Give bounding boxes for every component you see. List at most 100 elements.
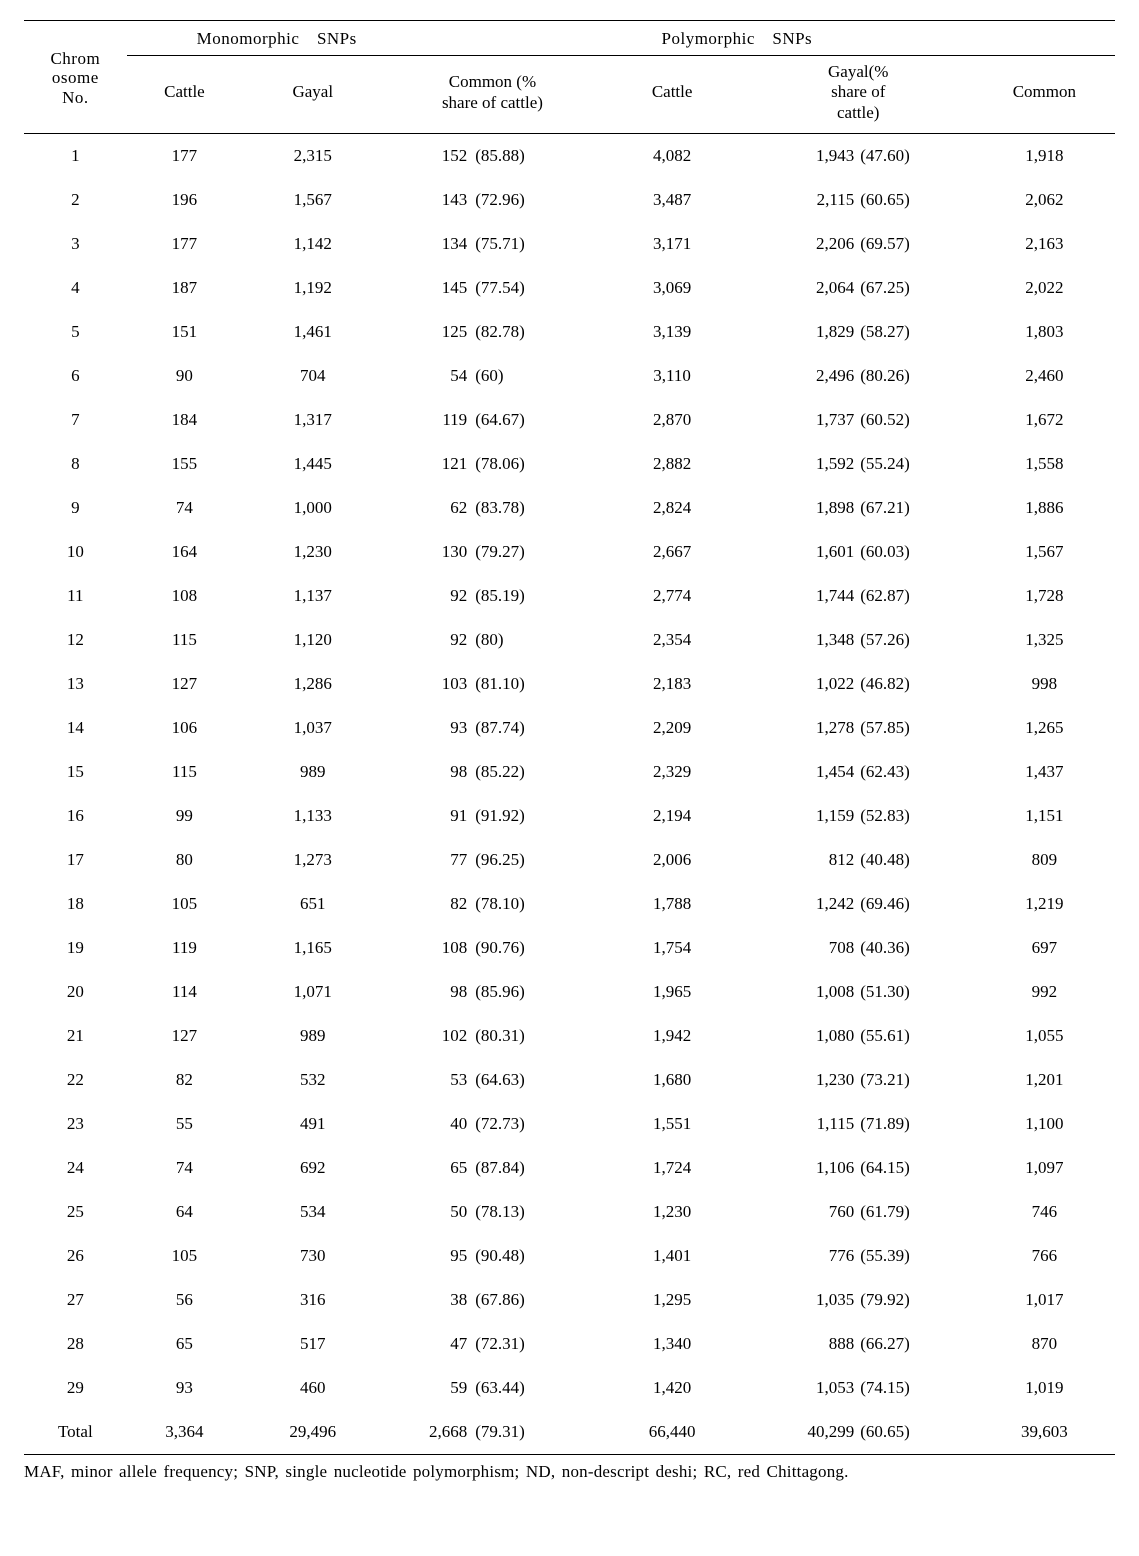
p-cattle: 2,194	[602, 794, 743, 838]
p-gayal-n: 40,299	[743, 1410, 859, 1455]
p-gayal-n: 1,159	[743, 794, 859, 838]
m-common-p: (78.10)	[473, 882, 601, 926]
m-common-n: 47	[383, 1322, 473, 1366]
p-cattle: 3,110	[602, 354, 743, 398]
p-gayal-n: 1,737	[743, 398, 859, 442]
chrom: 9	[24, 486, 127, 530]
p-common: 1,017	[974, 1278, 1115, 1322]
table-footnote: MAF, minor allele frequency; SNP, single…	[24, 1461, 1115, 1482]
m-cattle: 80	[127, 838, 243, 882]
m-common-n: 38	[383, 1278, 473, 1322]
chrom: 1	[24, 134, 127, 179]
p-common: 2,460	[974, 354, 1115, 398]
m-gayal: 1,461	[242, 310, 383, 354]
p-cattle: 2,006	[602, 838, 743, 882]
m-cattle: 64	[127, 1190, 243, 1234]
m-gayal: 1,071	[242, 970, 383, 1014]
p-gayal-p: (40.48)	[858, 838, 974, 882]
p-gayal-p: (73.21)	[858, 1058, 974, 1102]
p-cattle: 2,354	[602, 618, 743, 662]
chrom: 8	[24, 442, 127, 486]
p-gayal-n: 2,115	[743, 178, 859, 222]
p-gayal-n: 1,278	[743, 706, 859, 750]
table-row: 2610573095(90.48)1,401776(55.39)766	[24, 1234, 1115, 1278]
m-common-n: 40	[383, 1102, 473, 1146]
m-common-n: 92	[383, 574, 473, 618]
p-common: 2,163	[974, 222, 1115, 266]
snp-table: Chrom osome No. Monomorphic SNPs Polymor…	[24, 20, 1115, 1455]
table-row: 111081,13792(85.19)2,7741,744(62.87)1,72…	[24, 574, 1115, 618]
p-common: 1,097	[974, 1146, 1115, 1190]
chrom: 21	[24, 1014, 127, 1058]
m-cattle: 127	[127, 662, 243, 706]
header-mono-common: Common (% share of cattle)	[383, 56, 601, 134]
m-common-n: 65	[383, 1146, 473, 1190]
p-common: 1,672	[974, 398, 1115, 442]
m-gayal: 692	[242, 1146, 383, 1190]
m-gayal: 1,317	[242, 398, 383, 442]
p-gayal-n: 1,230	[743, 1058, 859, 1102]
p-common: 1,055	[974, 1014, 1115, 1058]
p-cattle: 2,824	[602, 486, 743, 530]
m-common-p: (85.22)	[473, 750, 601, 794]
table-row: 69070454(60)3,1102,496(80.26)2,460	[24, 354, 1115, 398]
p-common: 1,803	[974, 310, 1115, 354]
m-common-n: 121	[383, 442, 473, 486]
m-common-p: (72.73)	[473, 1102, 601, 1146]
m-common-p: (82.78)	[473, 310, 601, 354]
m-gayal: 1,142	[242, 222, 383, 266]
p-gayal-p: (60.52)	[858, 398, 974, 442]
m-common-n: 134	[383, 222, 473, 266]
m-gayal: 1,133	[242, 794, 383, 838]
p-common: 1,151	[974, 794, 1115, 838]
m-gayal: 2,315	[242, 134, 383, 179]
p-common: 1,325	[974, 618, 1115, 662]
p-gayal-n: 1,106	[743, 1146, 859, 1190]
table-row: 256453450(78.13)1,230760(61.79)746	[24, 1190, 1115, 1234]
p-gayal-n: 2,064	[743, 266, 859, 310]
m-cattle: 74	[127, 1146, 243, 1190]
p-cattle: 3,139	[602, 310, 743, 354]
header-mono-gayal: Gayal	[242, 56, 383, 134]
p-cattle: 3,069	[602, 266, 743, 310]
header-chrom: Chrom osome No.	[24, 21, 127, 134]
p-gayal-n: 1,242	[743, 882, 859, 926]
table-row: 9741,00062(83.78)2,8241,898(67.21)1,886	[24, 486, 1115, 530]
p-common: 697	[974, 926, 1115, 970]
m-cattle: 93	[127, 1366, 243, 1410]
p-gayal-p: (47.60)	[858, 134, 974, 179]
m-common-p: (64.67)	[473, 398, 601, 442]
p-gayal-n: 1,022	[743, 662, 859, 706]
m-common-p: (78.06)	[473, 442, 601, 486]
m-common-p: (87.74)	[473, 706, 601, 750]
m-cattle: 164	[127, 530, 243, 574]
table-header: Chrom osome No. Monomorphic SNPs Polymor…	[24, 21, 1115, 134]
m-gayal: 651	[242, 882, 383, 926]
p-gayal-n: 1,744	[743, 574, 859, 618]
p-cattle: 1,680	[602, 1058, 743, 1102]
m-cattle: 65	[127, 1322, 243, 1366]
m-common-n: 119	[383, 398, 473, 442]
chrom: 24	[24, 1146, 127, 1190]
p-gayal-p: (69.57)	[858, 222, 974, 266]
m-common-p: (80.31)	[473, 1014, 601, 1058]
chrom: 23	[24, 1102, 127, 1146]
chrom: 20	[24, 970, 127, 1014]
p-cattle: 1,724	[602, 1146, 743, 1190]
p-common: 809	[974, 838, 1115, 882]
table-row: 131271,286103(81.10)2,1831,022(46.82)998	[24, 662, 1115, 706]
m-common-n: 62	[383, 486, 473, 530]
p-gayal-p: (61.79)	[858, 1190, 974, 1234]
m-common-n: 130	[383, 530, 473, 574]
m-common-p: (80)	[473, 618, 601, 662]
m-cattle: 105	[127, 882, 243, 926]
table-row: 11772,315152(85.88)4,0821,943(47.60)1,91…	[24, 134, 1115, 179]
m-common-n: 53	[383, 1058, 473, 1102]
p-gayal-p: (57.85)	[858, 706, 974, 750]
p-gayal-p: (60.65)	[858, 178, 974, 222]
chrom: 17	[24, 838, 127, 882]
chrom: 19	[24, 926, 127, 970]
p-gayal-p: (74.15)	[858, 1366, 974, 1410]
chrom: 25	[24, 1190, 127, 1234]
p-gayal-p: (80.26)	[858, 354, 974, 398]
